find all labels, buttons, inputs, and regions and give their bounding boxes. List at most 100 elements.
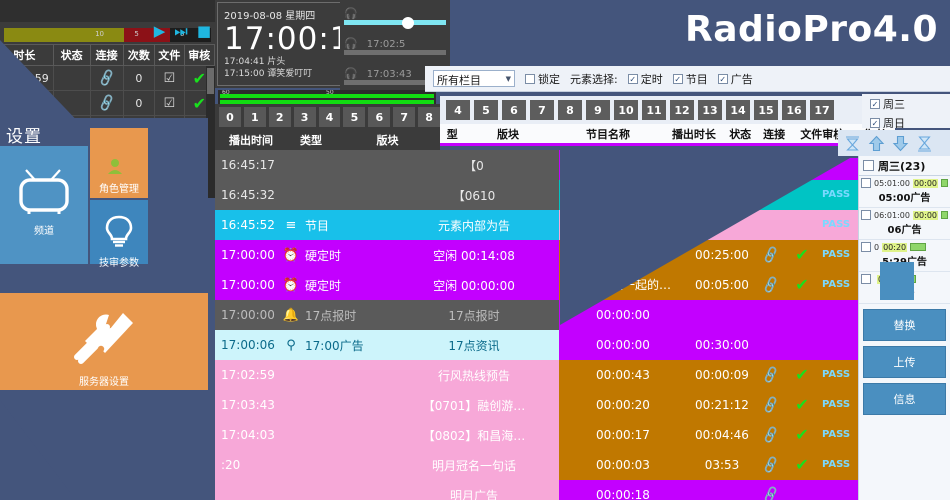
cue-slider-track-0[interactable] (344, 20, 446, 25)
hour-tab[interactable]: 4 (318, 107, 341, 127)
move-up-icon[interactable] (866, 133, 886, 153)
reorder-toolbar[interactable] (838, 130, 950, 156)
cue-slider-track-2[interactable] (344, 80, 446, 85)
table-row[interactable]: 16:45:52≡节目元素内部为告元素内部为空PASS (215, 210, 895, 240)
hour-tab[interactable]: 13 (698, 100, 722, 120)
hour-tab[interactable]: 5 (474, 100, 498, 120)
hour-tab[interactable]: 0 (219, 107, 241, 127)
filter-toolbar[interactable]: 所有栏目 ▼ 锁定 元素选择: ✓ 定时 ✓ 节目 ✓ 广告 (425, 66, 950, 92)
link-icon[interactable]: 🔗 (757, 420, 785, 450)
cue-slider-track-1[interactable] (344, 50, 446, 55)
column-header-file-audit[interactable]: 文件审核 (800, 127, 845, 141)
stop-button[interactable]: ■ (196, 22, 211, 40)
item-checkbox[interactable] (861, 274, 871, 284)
column-header-duration[interactable]: 时长 (0, 45, 54, 65)
column-header-airtime[interactable]: 播出时间 (229, 134, 273, 147)
hour-tab[interactable]: 7 (393, 107, 416, 127)
hour-tab[interactable]: 5 (343, 107, 366, 127)
move-bottom-icon[interactable] (914, 133, 934, 153)
link-icon[interactable]: 🔗 (91, 66, 124, 90)
schedule-action-buttons[interactable]: 替换 上传 信息 (859, 309, 950, 415)
weekday-checkbox-wed[interactable]: ✓ 周三 (870, 96, 950, 112)
hour-tab[interactable]: 2 (268, 107, 291, 127)
link-icon[interactable]: 🔗 (757, 390, 785, 420)
list-item[interactable]: 05:01:00 00:00 05:00广告 (859, 176, 950, 208)
element-checkbox-timer[interactable]: ✓ 定时 (627, 71, 663, 87)
hour-tab[interactable]: 15 (754, 100, 778, 120)
column-header-type-short[interactable]: 型 (446, 127, 458, 141)
link-icon[interactable]: 🔗 (757, 360, 785, 390)
column-header-block[interactable]: 版块 (376, 134, 399, 147)
hour-tab[interactable]: 3 (293, 107, 316, 127)
column-header-airlength[interactable]: 播出时长 (671, 127, 716, 141)
link-icon[interactable]: 🔗 (757, 480, 785, 500)
column-select[interactable]: 所有栏目 ▼ (433, 70, 515, 87)
hour-tab[interactable]: 8 (418, 107, 440, 127)
column-header-type[interactable]: 类型 (300, 134, 322, 147)
weekday-filter[interactable]: ✓ 周三 ✓ 周日 (862, 94, 950, 128)
hour-tab[interactable]: 9 (586, 100, 610, 120)
checkbox-icon[interactable]: ☑ (155, 91, 185, 115)
link-icon[interactable] (757, 210, 785, 240)
column-header-status2[interactable]: 状态 (729, 127, 752, 141)
cue-slider-knob-0[interactable] (402, 17, 414, 29)
hour-tab[interactable]: 12 (670, 100, 694, 120)
link-icon[interactable]: 🔗 (757, 450, 785, 480)
hour-tab[interactable]: 1 (243, 107, 266, 127)
column-header-block2[interactable]: 版块 (496, 127, 519, 141)
grid-scrollbar[interactable] (206, 66, 215, 198)
link-icon[interactable]: 🔗 (91, 91, 124, 115)
move-top-icon[interactable] (842, 133, 862, 153)
item-checkbox[interactable] (861, 178, 871, 188)
weekday-checkbox-sun[interactable]: ✓ 周日 (870, 115, 950, 128)
hour-tab[interactable]: 11 (642, 100, 666, 120)
checkbox-icon[interactable]: ☑ (155, 66, 185, 90)
cue-row-1[interactable]: 🎧 17:02:5 (340, 30, 450, 60)
link-icon[interactable]: 🔗 (757, 270, 785, 300)
action-button[interactable]: 上传 (863, 346, 946, 378)
column-header-status[interactable]: 状态 (54, 45, 91, 65)
playback-progress-bar[interactable]: 10 5 0 (4, 28, 211, 42)
cue-row-2[interactable]: 🎧 17:03:43 (340, 60, 450, 90)
schedule-side-panel[interactable]: 周三(23) 05:01:00 00:00 05:00广告 06:01:00 00:00… (858, 156, 950, 500)
settings-tile-role[interactable]: 角色管理 (90, 128, 148, 198)
transport-controls[interactable]: ▶ ⏭ ■ (154, 24, 211, 39)
table-row[interactable]: 17:04:03 【0802】和昌海… 00:00:17 00:04:46 🔗 ✔ PASS… (215, 420, 895, 450)
column-header-program-name[interactable]: 节目名称 (586, 127, 631, 141)
hour-tab[interactable]: 8 (558, 100, 582, 120)
table-row[interactable]: 17:03:43 【0701】融创游… 00:00:20 00:21:12 🔗 ✔ PASS… (215, 390, 895, 420)
element-checkbox-program[interactable]: ✓ 节目 (672, 71, 708, 87)
next-button[interactable]: ⏭ (174, 22, 188, 40)
hour-tab[interactable]: 6 (502, 100, 526, 120)
column-header-link[interactable]: 连接 (91, 45, 124, 65)
action-button[interactable]: 信息 (863, 383, 946, 415)
item-checkbox[interactable] (861, 242, 871, 252)
hour-tab[interactable]: 7 (530, 100, 554, 120)
column-header-file[interactable]: 文件 (155, 45, 185, 65)
link-icon[interactable]: 🔗 (757, 240, 785, 270)
action-button[interactable]: 替换 (863, 309, 946, 341)
column-header-link2[interactable]: 连接 (763, 127, 786, 141)
cue-row-0[interactable]: 🎧 (340, 0, 450, 30)
lock-checkbox[interactable]: 锁定 (525, 71, 560, 87)
column-header-count[interactable]: 次数 (124, 45, 156, 65)
hour-tab[interactable]: 16 (782, 100, 806, 120)
settings-tile-channel[interactable]: 频道 (0, 146, 88, 264)
column-header-audit[interactable]: 审核 (185, 45, 215, 65)
settings-tile-server[interactable]: 服务器设置 (0, 293, 208, 390)
hour-tab[interactable]: 4 (446, 100, 470, 120)
link-icon[interactable] (757, 330, 785, 360)
select-all-checkbox[interactable] (863, 160, 874, 171)
play-button[interactable]: ▶ (153, 22, 166, 40)
item-checkbox[interactable] (861, 210, 871, 220)
hour-tab[interactable]: 14 (726, 100, 750, 120)
element-checkbox-ad[interactable]: ✓ 广告 (717, 71, 753, 87)
hour-tab[interactable]: 10 (614, 100, 638, 120)
